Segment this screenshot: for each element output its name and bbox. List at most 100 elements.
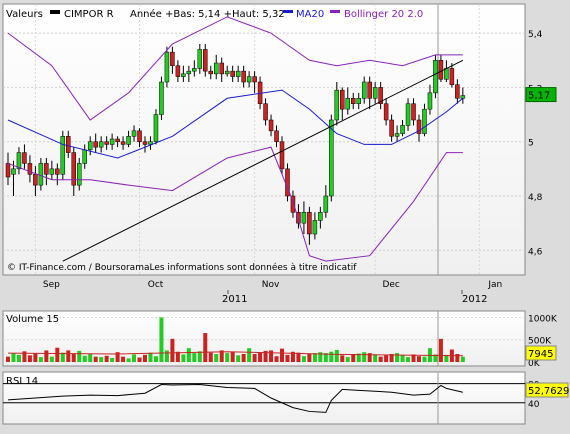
candle-body <box>356 98 361 104</box>
volume-bar <box>22 351 27 362</box>
candle-body <box>38 163 44 186</box>
legend-ma: MA20 <box>296 9 324 20</box>
candle-body <box>444 68 449 80</box>
volume-bar <box>274 356 279 362</box>
volume-bar <box>247 348 252 362</box>
rsi-tick-label: 40 <box>528 400 540 410</box>
volume-bar <box>230 351 235 362</box>
month-label: Nov <box>262 280 280 290</box>
candle-body <box>224 70 230 75</box>
volume-bar <box>406 357 411 362</box>
candle-body <box>208 70 214 75</box>
rsi-grid <box>3 372 525 424</box>
volume-bar <box>137 357 142 362</box>
candle-body <box>268 119 274 132</box>
candle-body <box>5 163 11 178</box>
volume-grid <box>3 311 525 366</box>
volume-bar <box>153 356 158 362</box>
volume-bar <box>104 355 109 362</box>
candle-body <box>16 152 22 170</box>
candle-body <box>438 60 444 80</box>
price-grid <box>3 4 525 275</box>
candle-body <box>142 141 148 145</box>
legend-symbol: CIMPOR R <box>64 9 114 20</box>
volume-bar <box>159 317 164 362</box>
volume-bar <box>66 350 71 362</box>
candle-body <box>153 114 159 142</box>
candle-body <box>263 103 268 121</box>
candle-body <box>55 168 60 175</box>
volume-bar <box>318 352 323 362</box>
bollinger-lower-line <box>7 146 463 262</box>
volume-bar <box>38 357 43 362</box>
badges: 5,17 7945 52,7629 <box>525 87 569 398</box>
candle-body <box>22 152 27 164</box>
candle-body <box>11 168 16 175</box>
bollinger-upper-line <box>7 16 463 121</box>
last-price-badge <box>525 87 557 103</box>
volume-bar <box>422 356 427 362</box>
volume-bar <box>214 353 219 362</box>
candle-body <box>301 212 307 224</box>
candle-body <box>109 138 115 145</box>
volume-ma-line <box>7 351 463 357</box>
month-label: Sep <box>43 280 60 290</box>
candle-body <box>323 195 329 213</box>
volume-bar <box>389 353 394 362</box>
volume-bar <box>236 355 241 362</box>
candle-body <box>44 163 49 175</box>
volume-bar <box>323 353 328 362</box>
volume-bar <box>241 353 246 362</box>
volume-bar <box>329 351 334 362</box>
x-axis: Sep Oct Nov Dec Jan 2011 2012 <box>43 280 502 305</box>
rsi-panel <box>2 371 526 425</box>
candle-body <box>71 152 77 186</box>
candle-body <box>159 81 164 115</box>
volume-bar <box>126 358 131 362</box>
volume-bar <box>60 352 65 362</box>
volume-bar <box>55 347 60 362</box>
volume-bar <box>411 354 416 362</box>
rsi-line <box>7 384 463 413</box>
candle-body <box>307 212 312 235</box>
candle-body <box>241 70 246 83</box>
candle-body <box>219 62 224 75</box>
volume-bar <box>121 356 126 362</box>
candle-body <box>290 195 296 213</box>
volume-bar <box>197 351 202 362</box>
volume-bar <box>296 352 301 362</box>
volume-bar <box>99 357 104 362</box>
volume-tick-label: 1000K <box>528 314 558 324</box>
last-rsi-badge <box>525 382 569 398</box>
candle-body <box>350 98 356 104</box>
volume-bar <box>219 350 224 362</box>
candle-body <box>405 103 411 126</box>
candle-body <box>82 149 87 164</box>
volume-bar <box>373 354 378 362</box>
volume-bar <box>175 351 180 362</box>
volume-bar <box>269 350 274 362</box>
last-volume-badge <box>525 345 557 361</box>
volume-bar <box>433 354 438 362</box>
candle-body <box>400 125 405 134</box>
candle-body <box>345 98 351 110</box>
volume-bar <box>148 352 153 362</box>
price-series <box>5 16 466 262</box>
volume-tick-label: 500K <box>528 337 552 347</box>
volume-bar <box>301 356 306 362</box>
candle-body <box>27 163 33 175</box>
candle-body <box>235 70 241 77</box>
volume-bar <box>6 356 10 362</box>
volume-bar <box>400 355 405 362</box>
volume-bar <box>280 348 284 362</box>
bollinger-swatch <box>330 10 340 13</box>
volume-bar <box>340 355 345 362</box>
candle-body <box>389 119 394 137</box>
candle-body <box>318 212 323 221</box>
month-label: Oct <box>148 280 164 290</box>
candle-body <box>367 81 372 99</box>
volume-bar <box>417 356 421 362</box>
last-price-label: 5,17 <box>528 91 550 102</box>
